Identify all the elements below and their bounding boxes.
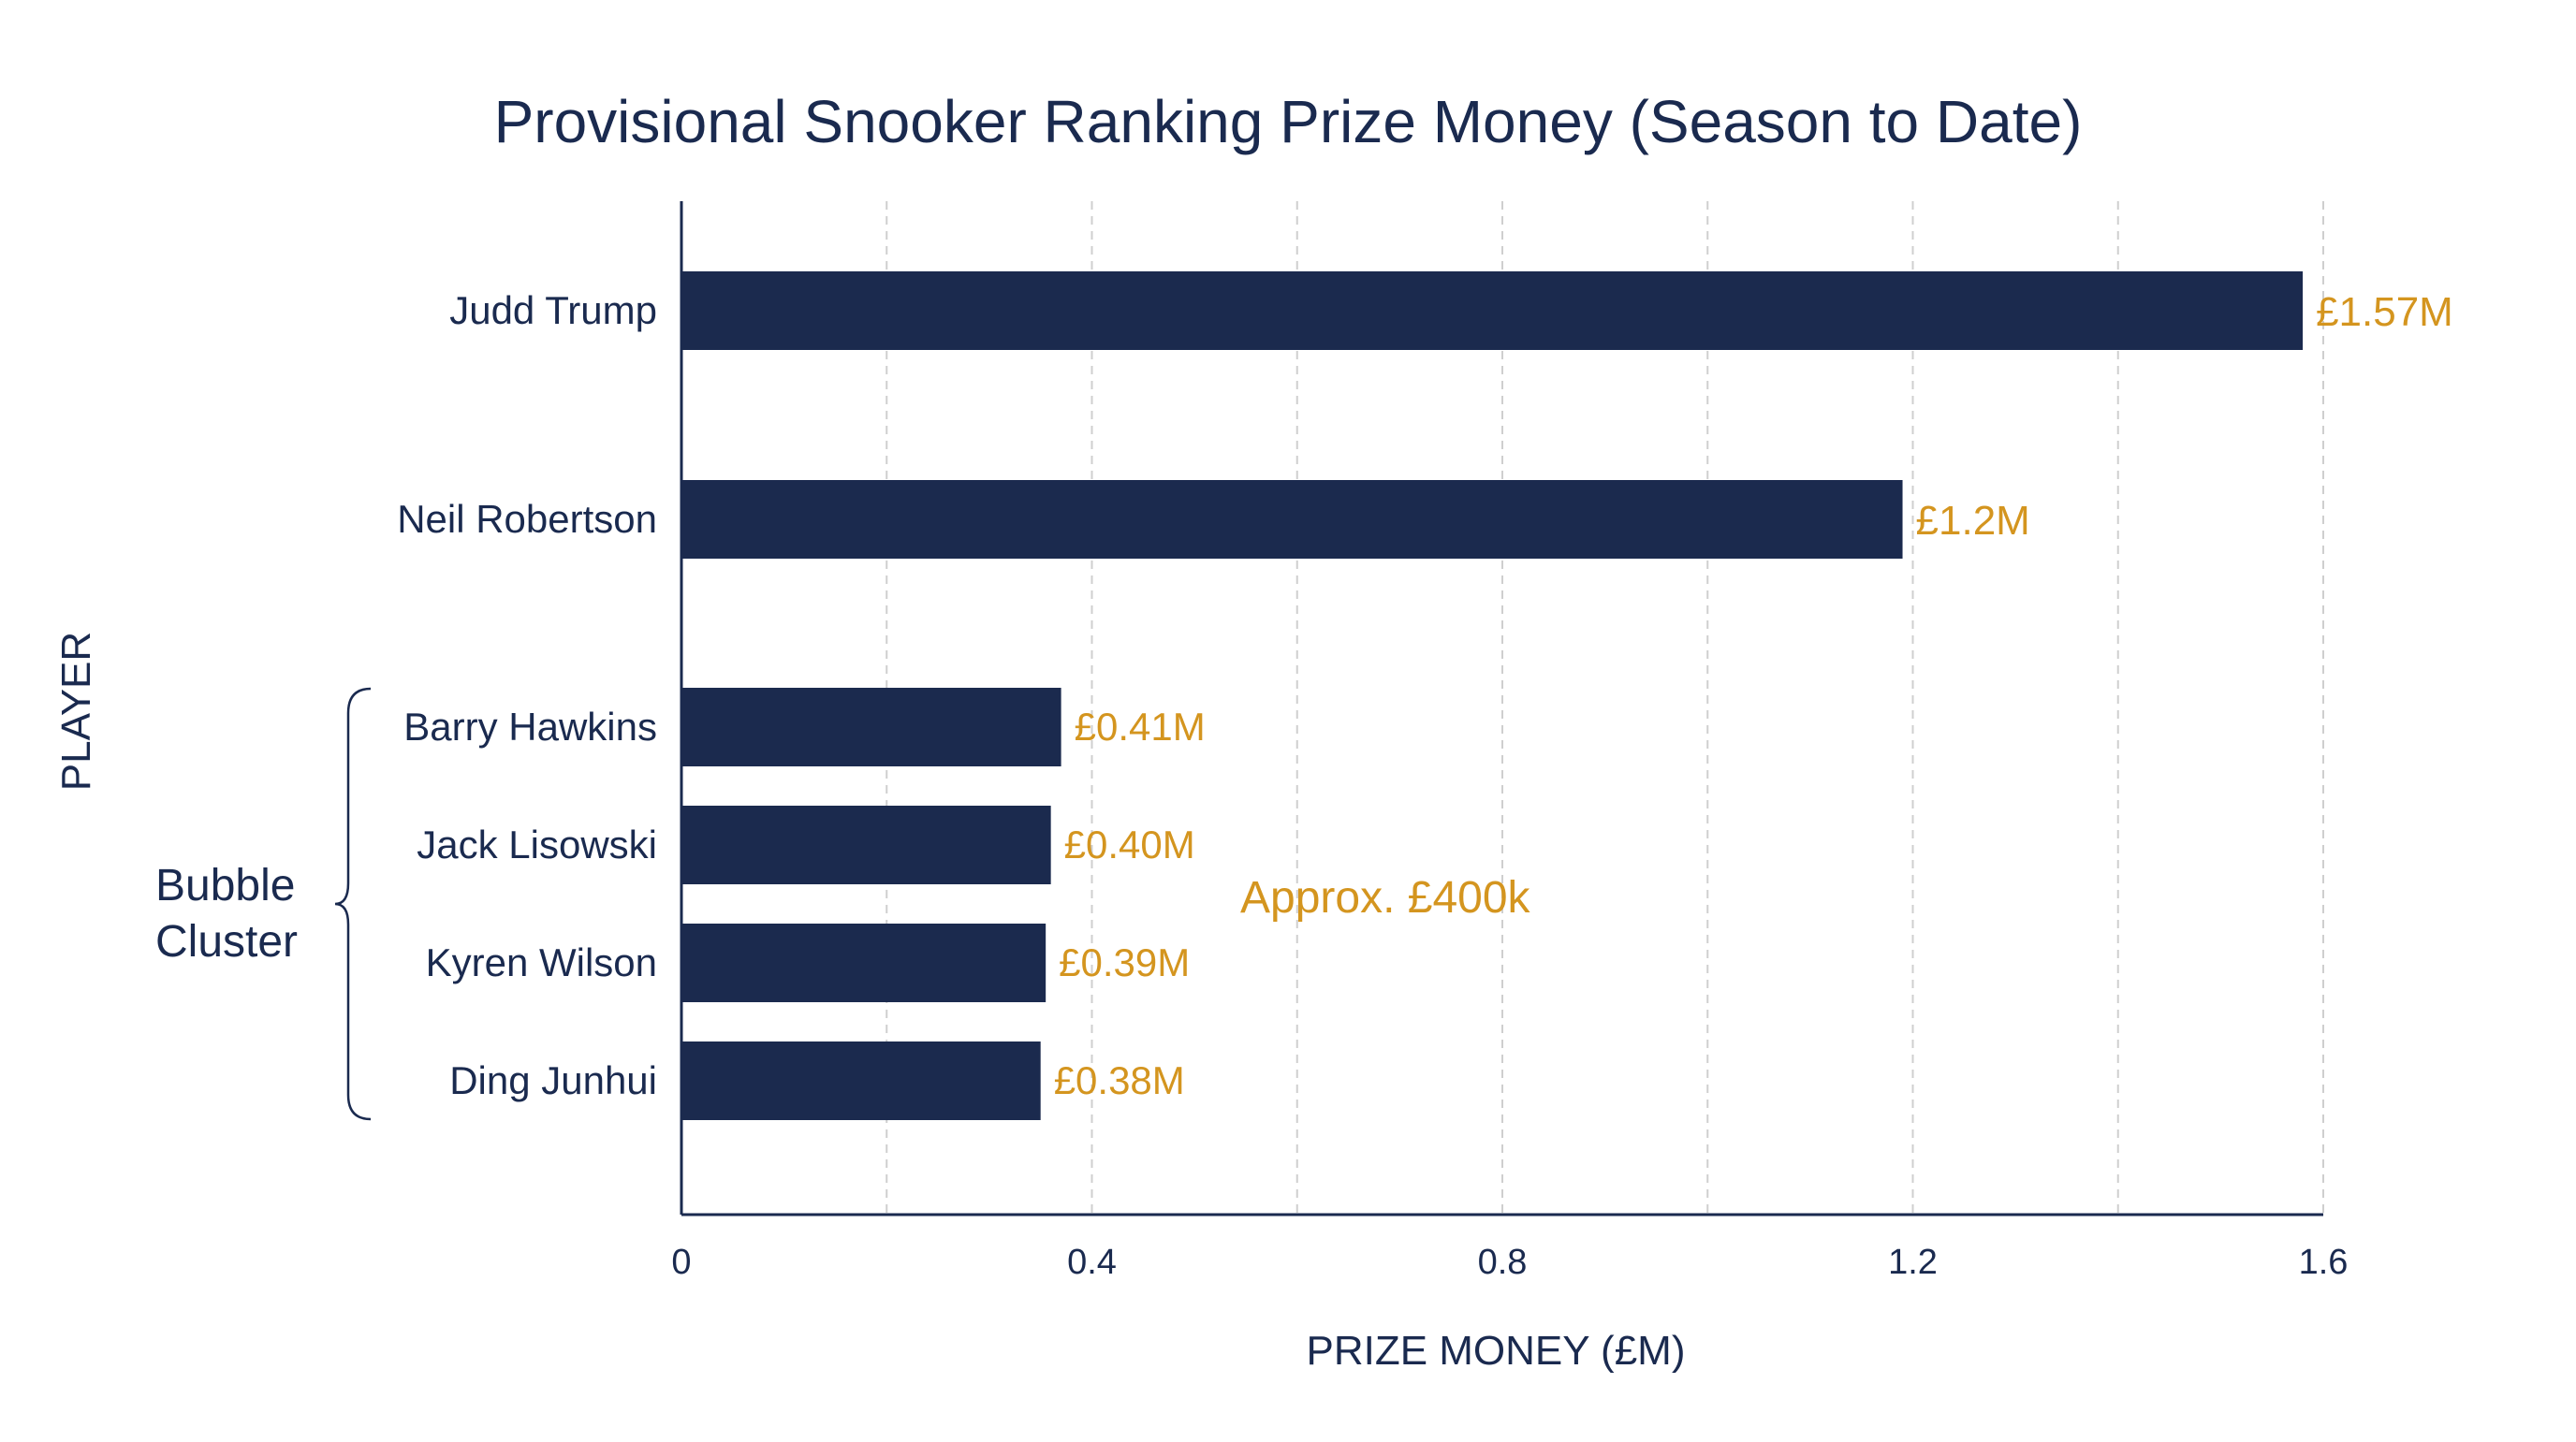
x-axis-title: PRIZE MONEY (£M) [1306, 1328, 1685, 1374]
data-label: £0.38M [1054, 1058, 1185, 1102]
bar [681, 480, 1903, 559]
bar [681, 271, 2304, 350]
bar [681, 1041, 1041, 1120]
annotation-approx: Approx. £400k [1240, 873, 1531, 923]
bar [681, 688, 1061, 766]
x-tick-label: 0 [671, 1243, 691, 1282]
bar [681, 806, 1051, 884]
chart-title: Provisional Snooker Ranking Prize Money … [494, 88, 2083, 155]
data-label: £0.39M [1059, 940, 1190, 984]
x-tick-label: 1.6 [2299, 1243, 2349, 1282]
bar [681, 924, 1046, 1002]
x-tick-label: 0.8 [1478, 1243, 1528, 1282]
y-axis-title: PLAYER [53, 632, 99, 791]
category-label: Ding Junhui [449, 1058, 657, 1102]
category-label: Barry Hawkins [403, 705, 657, 749]
data-label: £1.57M [2316, 289, 2453, 335]
data-label: £1.2M [1916, 498, 2030, 544]
category-label: Neil Robertson [397, 497, 657, 541]
group-label-line: Bubble [155, 861, 295, 910]
category-label: Kyren Wilson [426, 940, 657, 984]
category-label: Judd Trump [449, 288, 657, 332]
x-tick-label: 0.4 [1067, 1243, 1117, 1282]
data-label: £0.41M [1075, 705, 1206, 749]
group-label-line: Cluster [155, 917, 298, 967]
group-brace [334, 687, 372, 1121]
data-label: £0.40M [1064, 823, 1195, 867]
x-tick-label: 1.2 [1888, 1243, 1938, 1282]
category-label: Jack Lisowski [417, 823, 657, 867]
